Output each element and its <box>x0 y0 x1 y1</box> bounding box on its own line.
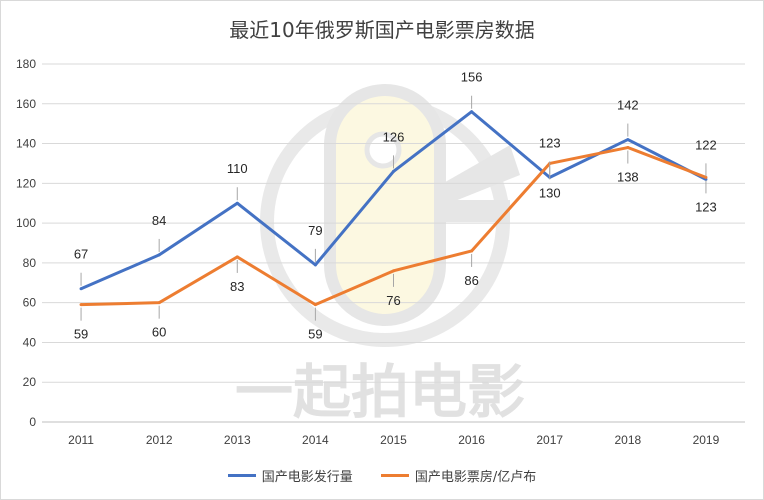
y-tick-label: 120 <box>16 176 36 190</box>
data-label: 84 <box>152 213 166 228</box>
data-point <box>392 269 395 273</box>
data-label: 67 <box>74 247 88 262</box>
data-point <box>235 201 239 205</box>
x-tick-label: 2019 <box>693 433 720 447</box>
data-point <box>79 287 83 291</box>
data-point <box>626 146 630 150</box>
data-point <box>470 249 474 253</box>
x-tick-label: 2013 <box>224 433 251 447</box>
data-point <box>626 138 630 142</box>
data-label: 83 <box>230 279 244 294</box>
x-tick-label: 2018 <box>614 433 641 447</box>
y-tick-label: 140 <box>16 137 36 151</box>
data-point <box>235 255 239 259</box>
watermark-logo: 一起拍电影 <box>235 84 525 426</box>
y-tick-label: 40 <box>23 335 37 349</box>
data-label: 59 <box>74 327 88 342</box>
x-tick-label: 2015 <box>380 433 407 447</box>
data-label: 122 <box>695 137 717 152</box>
data-label: 156 <box>461 70 483 85</box>
data-label: 123 <box>539 135 561 150</box>
y-tick-label: 180 <box>16 57 36 71</box>
data-label: 110 <box>227 161 248 176</box>
y-tick-label: 80 <box>23 256 37 270</box>
data-label: 130 <box>539 185 561 200</box>
data-label: 138 <box>617 170 639 185</box>
data-label: 76 <box>386 293 400 308</box>
y-tick-label: 100 <box>16 216 36 230</box>
legend-item-series-1: 国产电影发行量 <box>227 466 353 485</box>
watermark-text: 一起拍电影 <box>235 358 525 426</box>
data-label: 59 <box>308 327 322 342</box>
legend-item-series-2: 国产电影票房/亿卢布 <box>380 466 537 485</box>
legend-swatch <box>227 474 256 477</box>
data-label: 86 <box>464 273 478 288</box>
data-label: 123 <box>695 199 717 214</box>
x-tick-label: 2017 <box>536 433 563 447</box>
data-point <box>157 253 161 257</box>
y-tick-label: 160 <box>16 97 36 111</box>
x-tick-label: 2012 <box>146 433 173 447</box>
y-tick-label: 20 <box>23 375 37 389</box>
data-point <box>392 169 395 173</box>
data-label: 126 <box>383 129 405 144</box>
data-label: 60 <box>152 325 166 340</box>
data-point <box>313 303 317 307</box>
data-point <box>313 263 317 267</box>
data-point <box>79 303 83 307</box>
data-label: 79 <box>308 223 322 238</box>
x-tick-label: 2016 <box>458 433 485 447</box>
data-point <box>157 301 161 305</box>
y-tick-label: 0 <box>29 415 36 429</box>
legend-swatch <box>380 474 409 477</box>
x-tick-label: 2014 <box>302 433 329 447</box>
legend-label: 国产电影票房/亿卢布 <box>414 470 537 485</box>
data-point <box>470 110 474 114</box>
y-tick-label: 60 <box>23 296 37 310</box>
legend-label: 国产电影发行量 <box>261 470 353 485</box>
chart-title: 最近10年俄罗斯国产电影票房数据 <box>229 18 535 42</box>
data-point <box>704 175 708 179</box>
legend: 国产电影发行量 国产电影票房/亿卢布 <box>0 466 764 485</box>
x-tick-label: 2011 <box>68 433 94 447</box>
data-label: 142 <box>617 98 639 113</box>
